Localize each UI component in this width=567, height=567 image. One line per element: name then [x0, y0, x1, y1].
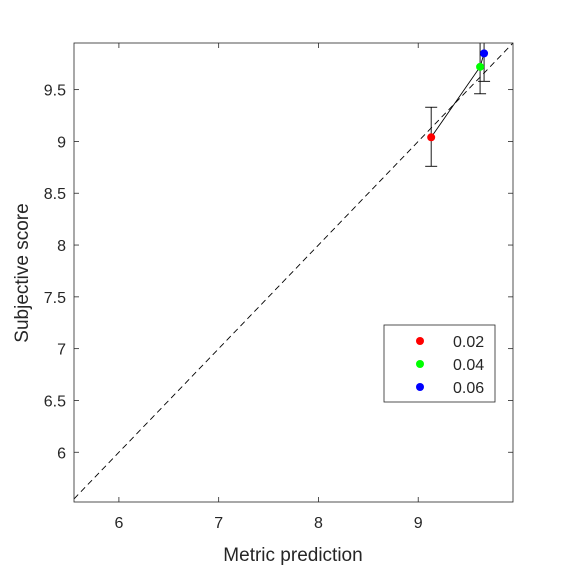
- plot-area: [74, 43, 513, 502]
- legend-marker: [416, 337, 424, 345]
- y-tick-label: 6: [57, 445, 66, 462]
- y-tick-label: 7.5: [44, 290, 66, 307]
- x-tick-label: 7: [214, 515, 223, 532]
- legend: 0.02 0.04 0.06: [383, 324, 496, 403]
- y-tick-label: 9: [57, 134, 66, 151]
- diagonal-line: [73, 42, 514, 500]
- y-tick-label: 7: [57, 342, 66, 359]
- data-points: [427, 49, 489, 142]
- legend-box: [383, 324, 496, 403]
- y-ticks: 6 6.5 7 7.5 8 8.5 9 9.5: [44, 83, 513, 462]
- data-point-0.04: [476, 62, 485, 71]
- legend-item: 0.04: [416, 357, 484, 374]
- legend-marker: [416, 383, 424, 391]
- y-axis-label: Subjective score: [12, 203, 33, 342]
- legend-label: 0.06: [453, 380, 484, 397]
- legend-marker: [416, 360, 424, 368]
- y-tick-label: 8.5: [44, 186, 66, 203]
- legend-label: 0.02: [453, 334, 484, 351]
- y-tick-label: 9.5: [44, 83, 66, 100]
- axes-box: [73, 42, 514, 503]
- axes: [73, 42, 514, 503]
- y-tick-label: 6.5: [44, 393, 66, 410]
- data-point-0.06: [480, 49, 489, 58]
- x-axis-label: Metric prediction: [223, 545, 362, 566]
- x-tick-label: 6: [114, 515, 123, 532]
- legend-label: 0.04: [453, 357, 484, 374]
- x-tick-label: 8: [314, 515, 323, 532]
- data-point-0.02: [427, 133, 436, 142]
- x-tick-label: 9: [414, 515, 423, 532]
- x-ticks: 6 7 8 9: [114, 43, 423, 532]
- legend-item: 0.02: [416, 334, 484, 351]
- reference-diagonal: [73, 42, 514, 500]
- legend-item: 0.06: [416, 380, 484, 397]
- plot-background: [74, 43, 513, 502]
- y-tick-label: 8: [57, 238, 66, 255]
